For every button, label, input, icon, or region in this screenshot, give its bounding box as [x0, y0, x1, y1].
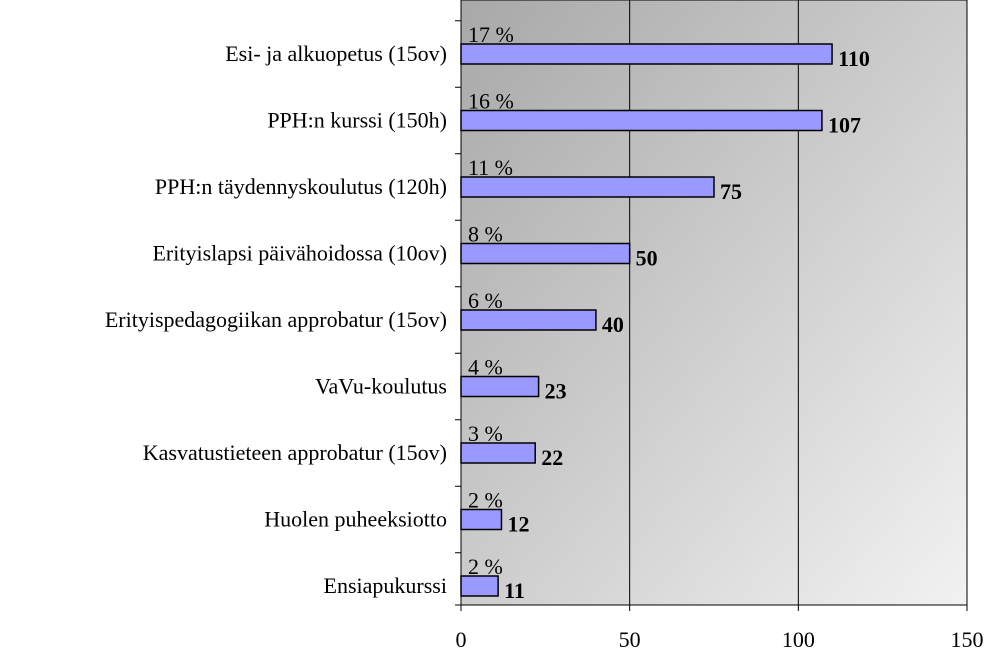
y-tick-label: Huolen puheeksiotto: [264, 507, 447, 532]
y-tick-label: Kasvatustieteen approbatur (15ov): [143, 440, 447, 465]
share-label: 4 %: [468, 355, 503, 380]
share-label: 3 %: [468, 421, 503, 446]
bar: [460, 43, 833, 65]
share-label: 2 %: [468, 554, 503, 579]
share-label: 8 %: [468, 222, 503, 247]
value-label: 50: [636, 246, 658, 271]
bar: [460, 309, 597, 331]
value-label: 23: [545, 379, 567, 404]
value-label: 22: [541, 445, 563, 470]
y-tick-label: Esi- ja alkuopetus (15ov): [225, 41, 447, 66]
y-tick-label: PPH:n täydennyskoulutus (120h): [155, 174, 447, 199]
bar: [460, 176, 715, 198]
bar: [460, 575, 499, 597]
y-tick-label: Ensiapukurssi: [324, 573, 447, 598]
share-label: 6 %: [468, 288, 503, 313]
value-label: 11: [504, 578, 525, 603]
x-tick-label: 0: [456, 627, 467, 652]
bar: [460, 508, 503, 531]
plot-area: [460, 0, 968, 606]
value-label: 40: [602, 312, 624, 337]
bar: [460, 109, 823, 132]
y-tick-label: Erityislapsi päivähoidossa (10ov): [152, 241, 447, 266]
bar: [460, 375, 540, 398]
x-tick-label: 100: [782, 627, 815, 652]
share-label: 16 %: [468, 89, 514, 114]
value-label: 12: [507, 512, 529, 537]
y-tick-label: PPH:n kurssi (150h): [267, 108, 447, 133]
value-label: 107: [828, 113, 861, 138]
value-label: 110: [838, 46, 870, 71]
bar: [460, 242, 631, 265]
share-label: 11 %: [468, 155, 513, 180]
share-label: 2 %: [468, 488, 503, 513]
y-tick-label: Erityispedagogiikan approbatur (15ov): [105, 307, 447, 332]
y-tick-label: VaVu-koulutus: [315, 374, 447, 399]
value-label: 75: [720, 179, 742, 204]
bar: [460, 442, 536, 464]
x-tick-label: 150: [951, 627, 984, 652]
share-label: 17 %: [468, 22, 514, 47]
x-tick-label: 50: [619, 627, 641, 652]
